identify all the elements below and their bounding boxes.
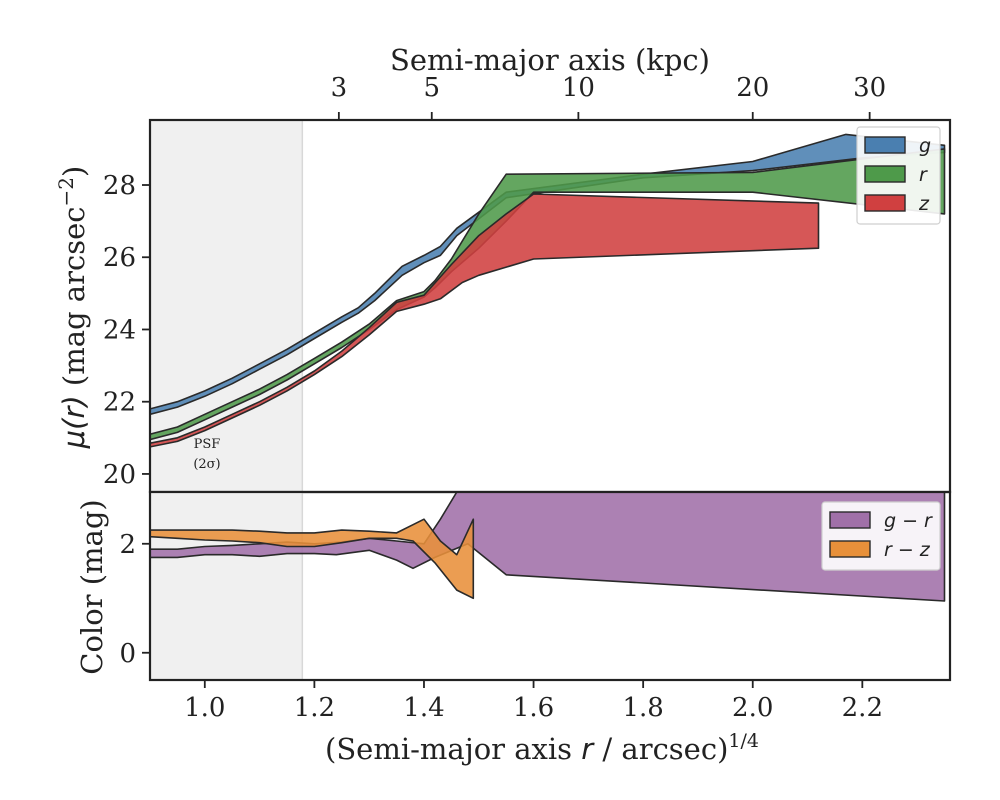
x-tick-label: 1.0 (184, 693, 225, 723)
y-tick-label: 26 (103, 243, 136, 273)
y-tick-label: 24 (103, 315, 136, 345)
legend-label-r: r (919, 164, 928, 186)
top-y-axis: 20 22 24 26 28 (103, 171, 150, 490)
color-y-tick-label: 2 (119, 530, 136, 560)
y-tick-label: 22 (103, 388, 136, 418)
kpc-tick-label: 5 (423, 73, 440, 103)
bottom-y-axis: 02 (119, 530, 150, 669)
x-tick-label: 2.2 (842, 693, 883, 723)
legend-label-g: g (919, 135, 931, 157)
legend-swatch-g-r (829, 511, 871, 529)
bottom-axes-frame (148, 490, 952, 682)
x-tick-label: 1.8 (622, 693, 663, 723)
psf-shaded-region (150, 120, 303, 492)
legend-swatch-z (864, 194, 906, 212)
x-tick-label: 1.6 (513, 693, 554, 723)
color-series (150, 492, 946, 602)
kpc-tick-label: 20 (736, 73, 769, 103)
legend-label-z: z (918, 193, 930, 215)
band-z (150, 193, 820, 448)
x-tick-label: 1.2 (294, 693, 335, 723)
kpc-tick-label: 3 (331, 73, 348, 103)
color-axis-label: Color (mag) (75, 499, 109, 674)
band-r-z (150, 518, 475, 600)
legend-label-r-z: r − z (884, 539, 931, 561)
legend-label-g-r: g − r (884, 510, 933, 532)
band-g-r (150, 492, 946, 602)
top-legend: grz (856, 126, 941, 225)
bottom-legend: g − r r − z (821, 501, 941, 571)
semi-major-axis-label: (Semi-major axis r / arcsec)1/4 (325, 730, 759, 766)
color-y-tick-label: 0 (119, 639, 136, 669)
surface-brightness-axis-label: μ(r) (mag arcsec−2) (54, 166, 91, 450)
y-tick-label: 28 (103, 171, 136, 201)
psf-label-line2: (2σ) (193, 457, 220, 472)
kpc-tick-label: 30 (853, 73, 886, 103)
color-panel: 02 1.0 1.2 1.4 1.6 1.8 2.0 2.2 g − rr − z Colo… (75, 490, 952, 766)
bottom-x-axis: 1.0 1.2 1.4 1.6 1.8 2.0 2.2 (184, 680, 883, 723)
psf-label-line1: PSF (194, 437, 221, 452)
legend-swatch-r-z (829, 540, 871, 558)
psf-shaded-region-color (150, 492, 303, 680)
legend-swatch-g (864, 136, 906, 154)
x-tick-label: 1.4 (403, 693, 444, 723)
top-kpc-axis: 351020305075100 (331, 73, 886, 120)
kpc-axis-label: Semi-major axis (kpc) (390, 43, 710, 77)
kpc-tick-label: 10 (562, 73, 595, 103)
x-tick-label: 2.0 (732, 693, 773, 723)
y-tick-label: 20 (103, 460, 136, 490)
legend-swatch-r (864, 165, 906, 183)
